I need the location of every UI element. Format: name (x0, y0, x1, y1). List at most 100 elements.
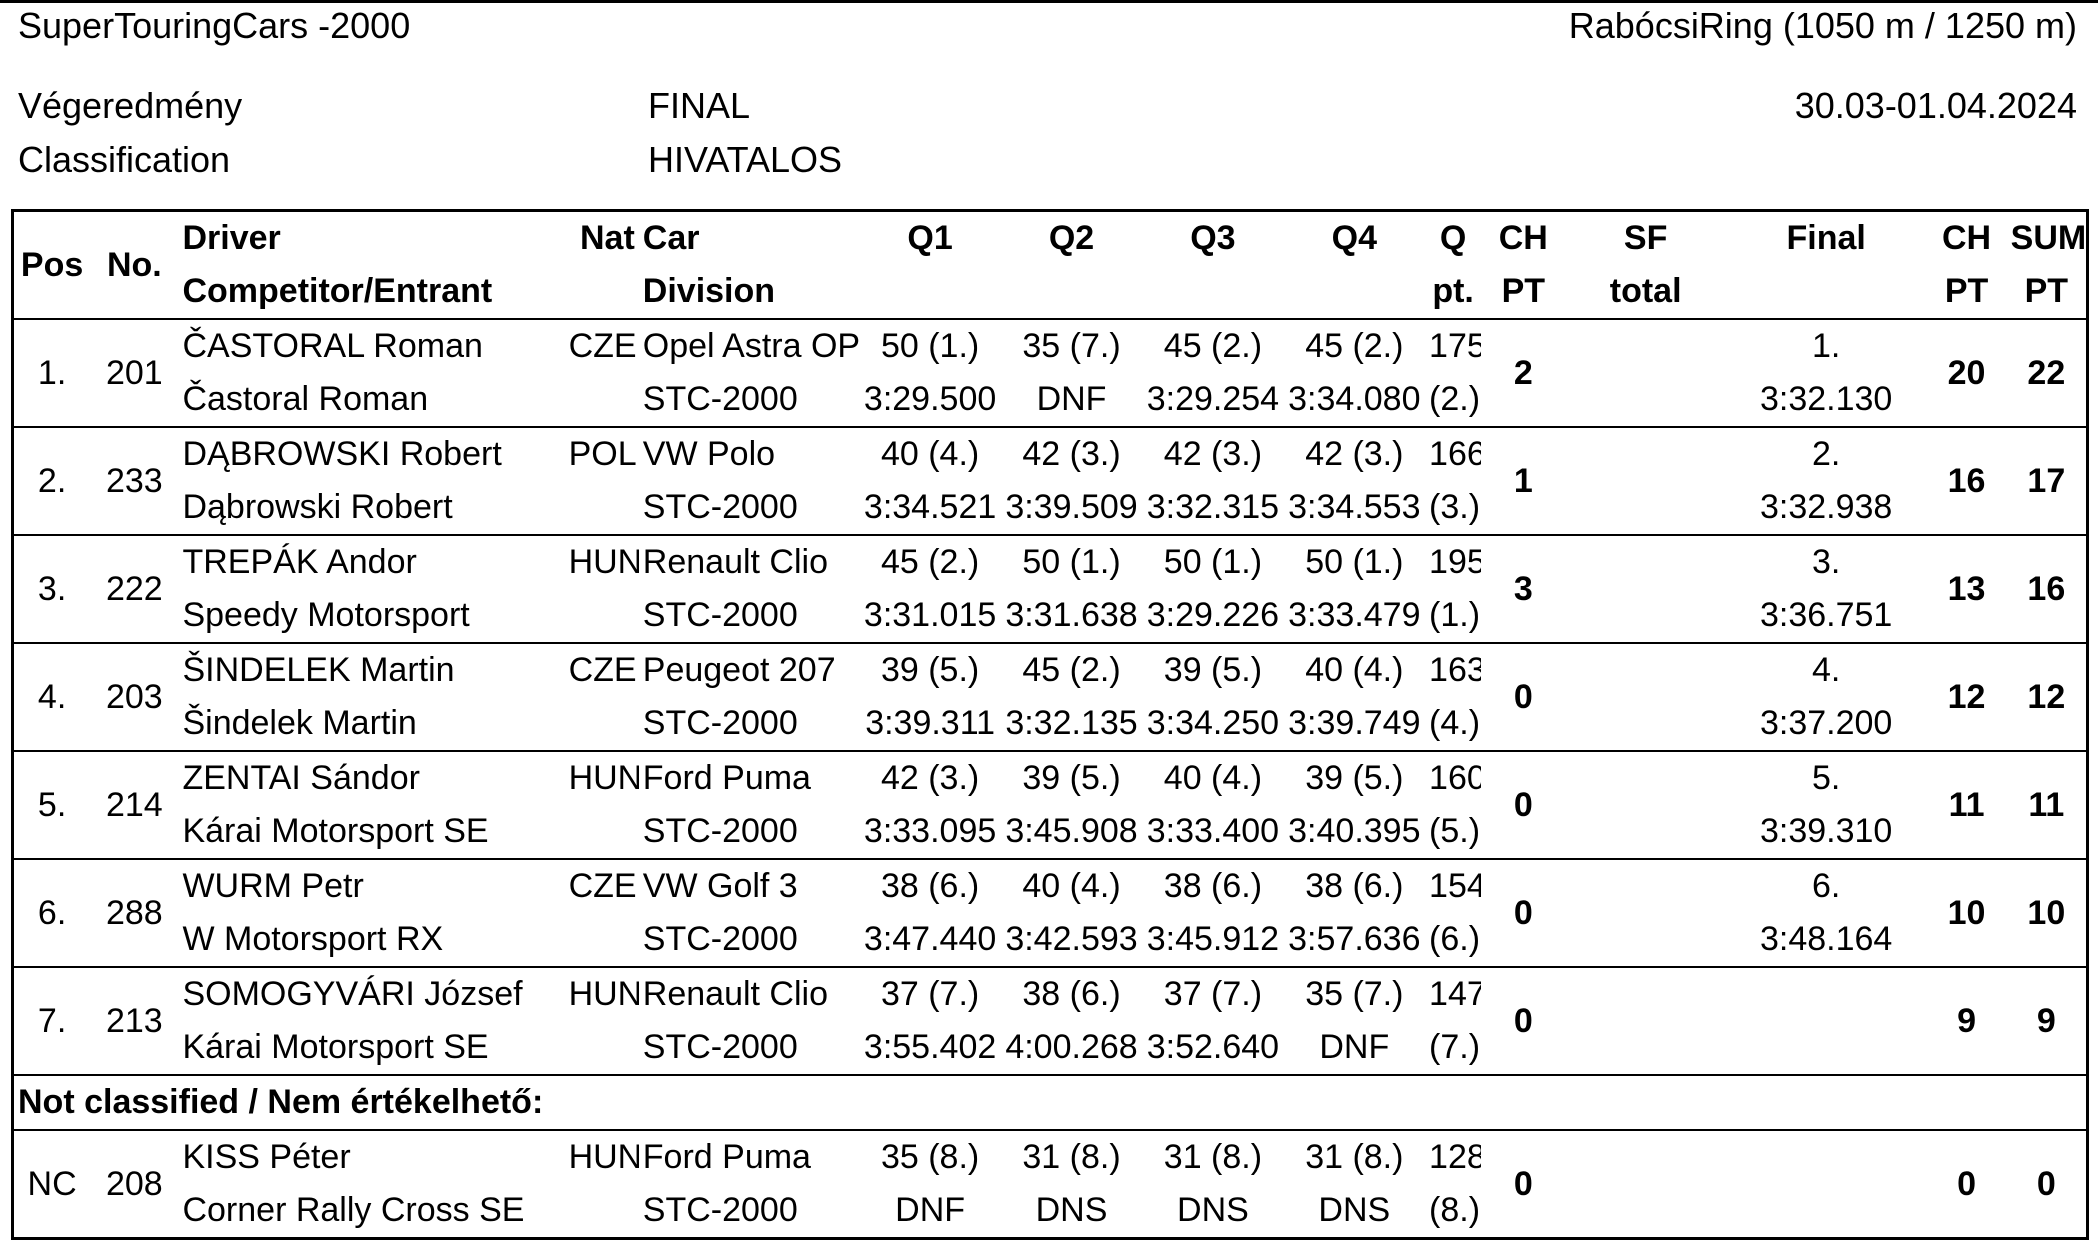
q4-points: 38 (6.) (1283, 858, 1426, 913)
final-time (1726, 1184, 1927, 1237)
result-row-line1: 2. 233 DĄBROWSKI Robert POL VW Polo 40 (4.) 42… (14, 426, 2086, 535)
qualifying-rank: (6.) (1429, 920, 1481, 958)
sum-points: 12 (2006, 642, 2086, 751)
col-nat-blank (565, 265, 639, 319)
final-time: 3:32.938 (1759, 488, 1893, 526)
col-q2: Q2 (1048, 219, 1095, 257)
car-number-cell: 203 (90, 642, 179, 751)
q1-time: 3:34.521 (863, 488, 997, 526)
q1-time: 3:29.500 (863, 380, 997, 418)
sf-total (1565, 966, 1726, 1075)
col-final-blank (1726, 265, 1927, 319)
result-row-line2: Šindelek Martin STC-2000 3:39.311 3:32.135 3… (14, 697, 2086, 751)
division: STC-2000 (642, 812, 798, 850)
q2-time: 3:31.638 (1005, 596, 1138, 634)
q2-points: 45 (2.) (1000, 642, 1143, 697)
q2-points: 35 (7.) (1000, 318, 1143, 373)
car-model: Peugeot 207 (638, 642, 860, 697)
q1-time: 3:39.311 (865, 704, 996, 742)
nationality: CZE (564, 642, 639, 697)
result-row-line1: 6. 288 WURM Petr CZE VW Golf 3 38 (6.) 40 (4.)… (14, 858, 2086, 967)
q1-points: 42 (3.) (859, 750, 1001, 805)
final-position: 2. (1725, 426, 1927, 481)
qualifying-points: 147 (1425, 966, 1482, 1021)
q3-time: 3:45.912 (1146, 920, 1280, 958)
championship-points-qualifying: 1 (1481, 426, 1566, 535)
q3-time: 3:52.640 (1146, 1028, 1280, 1066)
sum-points: 10 (2006, 858, 2086, 967)
q1-time: 3:47.440 (863, 920, 997, 958)
q4-time: 3:33.479 (1288, 596, 1421, 634)
result-row-line2: Speedy Motorsport STC-2000 3:31.015 3:31.63… (14, 589, 2086, 643)
q3-time: 3:29.254 (1146, 380, 1280, 418)
position-cell: 4. (14, 642, 91, 751)
entrant-name: Častoral Roman (182, 380, 429, 418)
car-model: VW Polo (638, 426, 860, 481)
qualifying-points: 154 (1425, 858, 1482, 913)
championship-points-final: 9 (1926, 966, 2007, 1075)
driver-name: DĄBROWSKI Robert (178, 426, 565, 481)
car-model: Renault Clio (638, 534, 860, 589)
q4-points: 40 (4.) (1283, 642, 1426, 697)
final-time: 3:37.200 (1759, 704, 1893, 742)
q4-points: 45 (2.) (1283, 318, 1426, 373)
sf-total (1565, 426, 1726, 535)
q1-points: 39 (5.) (859, 642, 1001, 697)
sf-total (1565, 534, 1726, 643)
q2-time: 4:00.268 (1005, 1028, 1138, 1066)
qualifying-points: 175 (1425, 318, 1482, 373)
final-position (1725, 966, 1927, 1021)
nationality: HUN (564, 1129, 639, 1184)
entrant-name: Kárai Motorsport SE (182, 1028, 489, 1066)
sum-points: 11 (2006, 750, 2086, 859)
q3-points: 50 (1.) (1142, 534, 1284, 589)
q4-time: 3:34.553 (1288, 488, 1421, 526)
driver-name: ČASTORAL Roman (178, 318, 565, 373)
col-q4: Q4 (1331, 219, 1377, 257)
position-cell: 3. (14, 534, 91, 643)
final-time (1726, 1021, 1927, 1075)
q4-time: DNF (1319, 1028, 1390, 1066)
col-entrant: Competitor/Entrant (182, 272, 493, 310)
position-cell: 6. (14, 858, 91, 967)
q2-points: 39 (5.) (1000, 750, 1143, 805)
sf-total (1565, 858, 1726, 967)
col-chpt2: CH (1942, 219, 1992, 257)
sf-total (1565, 642, 1726, 751)
division: STC-2000 (642, 380, 798, 418)
championship-points-final: 0 (1926, 1129, 2007, 1237)
col-sum: SUM (2010, 219, 2086, 257)
col-division: Division (642, 272, 776, 310)
nationality: HUN (564, 966, 639, 1021)
q2-points: 31 (8.) (1000, 1129, 1143, 1184)
q4-time: 3:34.080 (1288, 380, 1421, 418)
q2-time: 3:42.593 (1005, 920, 1138, 958)
final-position: 3. (1725, 534, 1927, 589)
col-driver: Driver (182, 219, 281, 257)
car-number-cell: 222 (90, 534, 179, 643)
qualifying-points: 166 (1425, 426, 1482, 481)
qualifying-rank: (1.) (1429, 596, 1481, 634)
championship-points-qualifying: 3 (1481, 534, 1566, 643)
result-row-line2: Corner Rally Cross SE STC-2000 DNF DNS DNS DN… (14, 1184, 2086, 1237)
car-model: Opel Astra OPC (638, 318, 860, 373)
final-time: 3:32.130 (1759, 380, 1893, 418)
q4-points: 31 (8.) (1283, 1129, 1426, 1184)
qualifying-rank: (5.) (1429, 812, 1481, 850)
final-position: 5. (1725, 750, 1927, 805)
sf-total (1565, 318, 1726, 427)
q2-points: 42 (3.) (1000, 426, 1143, 481)
top-rule (0, 0, 2098, 3)
q4-points: 39 (5.) (1283, 750, 1426, 805)
final-position: 4. (1725, 642, 1927, 697)
championship-points-qualifying: 0 (1481, 858, 1566, 967)
entrant-name: Corner Rally Cross SE (182, 1191, 525, 1229)
car-model: Ford Puma (638, 1129, 860, 1184)
championship-points-final: 20 (1926, 318, 2007, 427)
nat-blank (565, 1184, 639, 1237)
result-row-line2: Kárai Motorsport SE STC-2000 3:55.402 4:00.… (14, 1021, 2086, 1075)
position-cell: 2. (14, 426, 91, 535)
car-number-cell: 288 (90, 858, 179, 967)
